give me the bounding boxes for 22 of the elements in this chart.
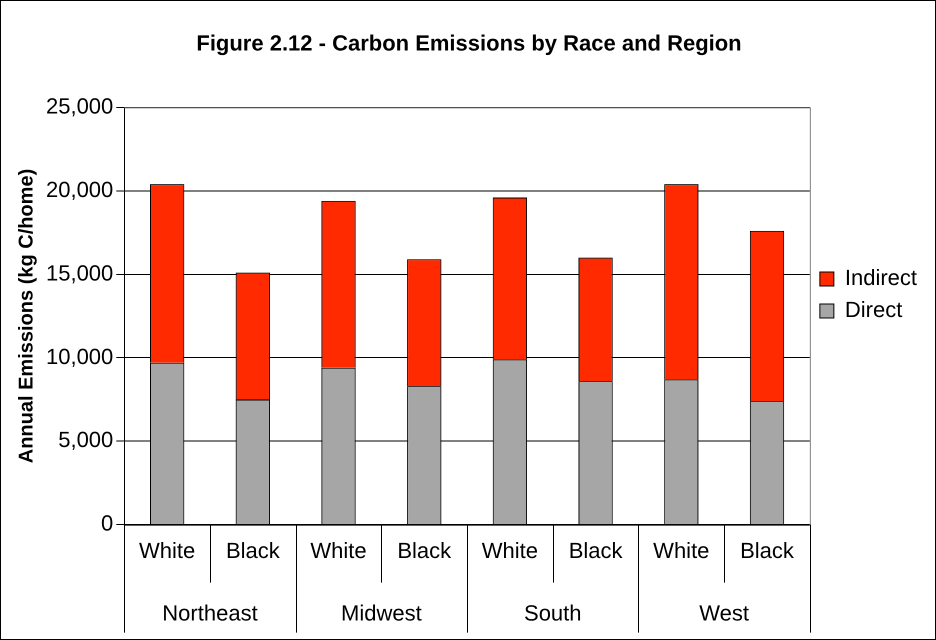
y-tick-label: 5,000 [58, 427, 114, 452]
x-tick-label: White [310, 538, 367, 563]
text: Northeast [162, 600, 258, 626]
x-tick-label: White [139, 538, 196, 563]
x-tick-label: Black [226, 538, 281, 563]
text: South [524, 600, 582, 626]
x-tick-label: White [653, 538, 710, 563]
x-tick-label: Black [397, 538, 452, 563]
y-tick-label: 0 [101, 510, 114, 536]
text: Midwest [341, 600, 422, 626]
y-tick-label: 20,000 [46, 176, 114, 202]
y-tick-label: 25,000 [46, 93, 114, 118]
x-tick-label: White [482, 538, 538, 563]
y-axis-title: Annual Emissions (kg C/home) [16, 168, 38, 464]
y-tick-label: 15,000 [46, 260, 114, 286]
legend-label: Direct [844, 297, 902, 322]
legend-label: Indirect [844, 265, 918, 290]
x-tick-label: Black [568, 538, 624, 563]
chart-title: Figure 2.12 - Carbon Emissions by Race and Region [196, 30, 742, 56]
y-tick-label: 10,000 [46, 344, 114, 369]
text: West [699, 600, 750, 626]
x-tick-label: Black [740, 538, 795, 563]
